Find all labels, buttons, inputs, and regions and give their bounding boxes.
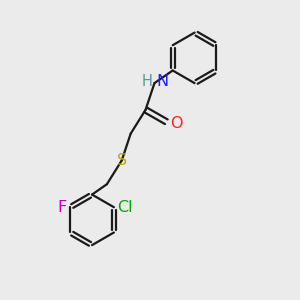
Text: F: F [57,200,67,215]
Text: Cl: Cl [118,200,133,215]
Text: H: H [141,74,152,89]
Text: O: O [170,116,182,131]
Text: S: S [117,153,127,168]
Text: N: N [156,74,168,89]
